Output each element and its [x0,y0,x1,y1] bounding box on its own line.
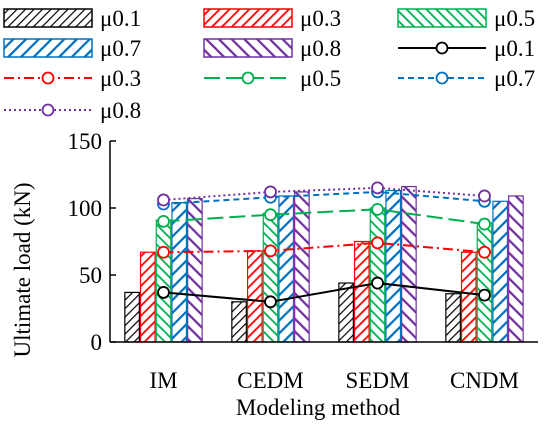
plot-area: 0 50 100 150 IM CEDM SEDM CNDM [68,129,538,393]
legend-marker-μ0.7 [435,71,449,85]
bar-μ0.8-SEDM [401,185,417,343]
legend-marker-μ0.8 [41,103,55,117]
line-point-μ0.5-IM [157,214,170,228]
legend-swatch-bar-μ0.5 [397,8,487,28]
line-point-μ0.3-IM [157,245,170,259]
y-axis-label: Ultimate load (kN) [10,182,35,357]
bar-μ0.3-CNDM [460,251,477,343]
x-tick-label-IM: IM [149,368,177,393]
bar-μ0.5-CEDM [262,212,279,343]
axes: 0 50 100 150 IM CEDM SEDM CNDM [68,129,538,393]
legend-label-bar-μ0.5: μ0.5 [494,6,535,31]
bar-μ0.7-CNDM [492,200,509,343]
bar-μ0.5-SEDM [369,207,386,343]
line-point-μ0.1-SEDM [371,276,384,290]
line-point-μ0.3-CEDM [264,244,277,258]
bar-μ0.5-IM [155,219,172,343]
legend-label-line-μ0.5: μ0.5 [300,66,341,91]
legend: μ0.1 μ0.3 μ0.5 μ0.7 μ0.8 μ0.1 μ0.3 μ0.5 μ0.7 μ0.8 [3,6,535,123]
line-point-μ0.3-CNDM [478,245,491,259]
x-axis-label: Modeling method [236,395,401,420]
legend-label-line-μ0.7: μ0.7 [494,66,535,91]
legend-label-bar-μ0.8: μ0.8 [300,36,341,61]
bar-μ0.3-CEDM [246,250,263,343]
bar-μ0.7-SEDM [385,189,402,343]
line-series-μ0.5 [163,208,485,226]
x-tick-label-CNDM: CNDM [450,368,519,393]
legend-marker-μ0.3 [41,71,55,85]
bar-μ0.1-SEDM [338,282,354,343]
legend-label-bar-μ0.7: μ0.7 [100,36,141,61]
line-point-μ0.1-CNDM [478,288,491,302]
x-tick-label-CEDM: CEDM [237,368,303,393]
line-point-μ0.8-CNDM [478,189,491,203]
legend-swatch-bar-μ0.1 [3,8,93,28]
legend-label-bar-μ0.3: μ0.3 [300,6,341,31]
x-tick-label-SEDM: SEDM [346,368,410,393]
bar-μ0.7-CEDM [278,195,295,343]
bar-μ0.8-CEDM [294,191,310,343]
legend-label-bar-μ0.1: μ0.1 [100,6,141,31]
bar-μ0.1-IM [124,291,140,343]
bar-μ0.5-CNDM [476,222,493,343]
line-point-μ0.1-CEDM [264,295,277,309]
line-point-μ0.8-SEDM [371,181,384,195]
line-point-μ0.3-SEDM [371,236,384,250]
line-series-μ0.3 [163,241,485,254]
legend-label-line-μ0.8: μ0.8 [100,98,141,123]
legend-swatch-bar-μ0.8 [203,38,293,58]
bar-group [124,185,524,343]
y-tick-label-0: 0 [91,330,103,355]
legend-marker-μ0.5 [241,71,255,85]
y-tick-label-100: 100 [68,196,103,221]
line-point-μ0.5-CEDM [264,208,277,222]
legend-label-line-μ0.1: μ0.1 [494,36,535,61]
bar-μ0.1-CNDM [445,293,461,343]
legend-swatch-bar-μ0.3 [203,8,293,28]
legend-label-line-μ0.3: μ0.3 [100,66,141,91]
line-group [157,181,491,309]
line-point-μ0.1-IM [157,286,170,299]
line-point-μ0.5-CNDM [478,217,491,231]
y-tick-label-50: 50 [79,263,102,288]
bar-μ0.3-SEDM [353,240,370,343]
bar-μ0.1-CEDM [231,301,247,343]
line-point-μ0.8-IM [157,193,170,207]
line-series-μ0.8 [163,186,485,201]
legend-swatch-bar-μ0.7 [3,38,93,58]
line-series-μ0.7 [163,190,485,205]
bar-μ0.7-IM [171,202,188,343]
legend-marker-μ0.1 [435,41,449,55]
y-tick-label-150: 150 [68,129,103,154]
line-point-μ0.5-SEDM [371,202,384,216]
line-point-μ0.8-CEDM [264,185,277,199]
bar-μ0.8-CNDM [508,195,524,343]
bar-μ0.3-IM [139,251,156,343]
line-series-μ0.1 [163,282,485,303]
